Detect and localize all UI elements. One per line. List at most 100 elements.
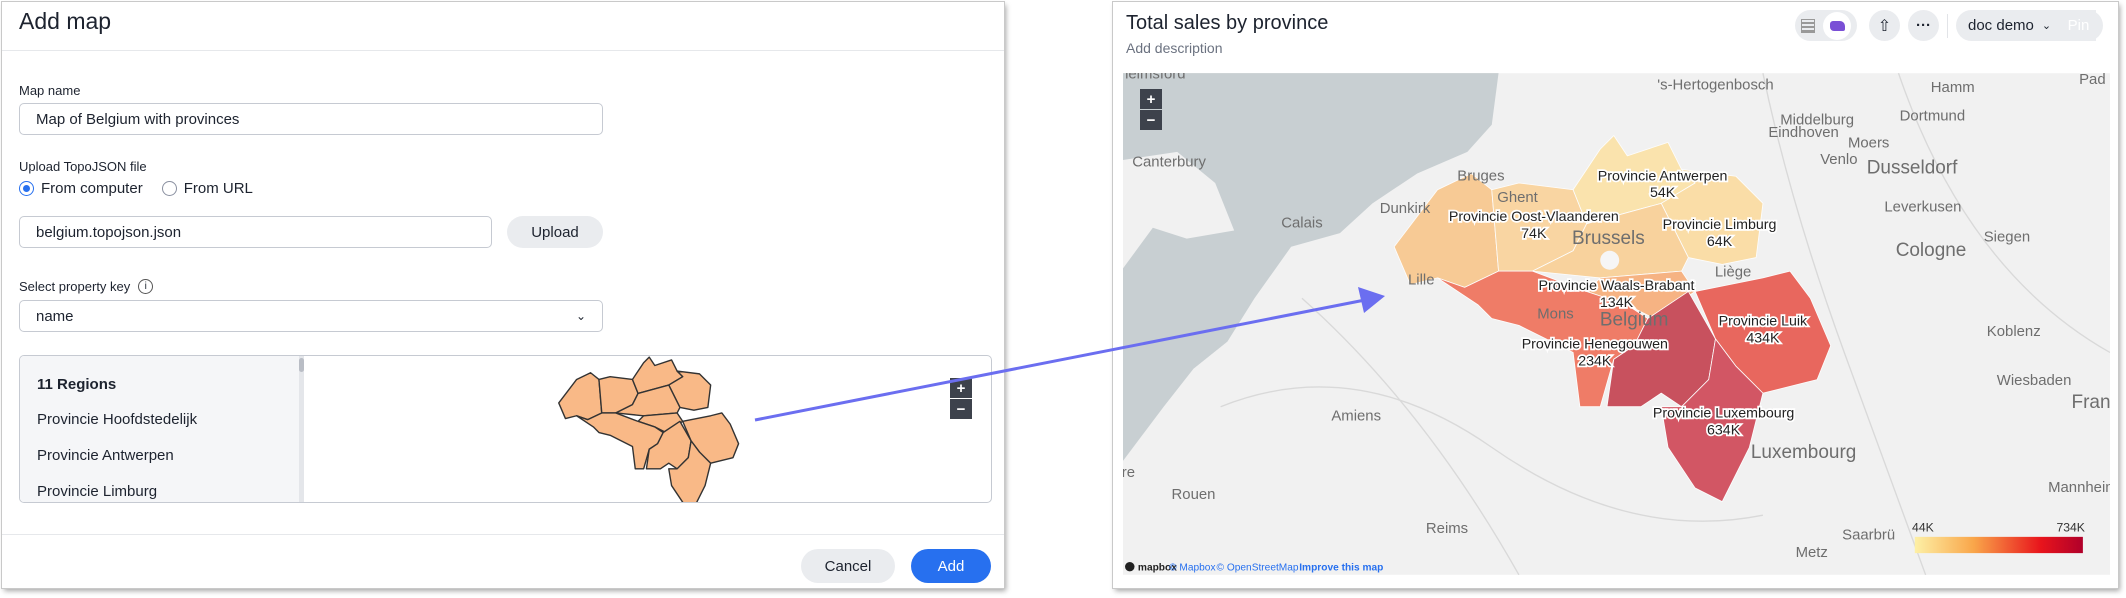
province-value-label: 64K [1707, 234, 1733, 250]
add-button[interactable]: Add [911, 549, 991, 583]
scrollbar[interactable] [299, 356, 304, 502]
preview-province-namu [645, 420, 692, 470]
map-icon[interactable] [1823, 11, 1851, 40]
city-label: helmsford [1123, 73, 1186, 83]
choropleth-map[interactable]: helmsford 's-Hertogenbosch Hamm Pad Middelbu… [1123, 73, 2110, 575]
map-zoom-out-button[interactable]: − [1140, 110, 1162, 130]
share-icon: ⇧ [1877, 17, 1892, 35]
more-button[interactable]: ··· [1908, 10, 1939, 41]
province-lux[interactable] [1660, 338, 1764, 503]
city-label: Ghent [1497, 190, 1538, 206]
mapbox-logo-icon [1125, 561, 1135, 572]
chevron-down-icon: ⌄ [2041, 20, 2052, 32]
visualization-panel: Total sales by province Add description … [1113, 2, 2118, 588]
province-value-label: 234K [1578, 353, 1612, 369]
pin-button[interactable]: Pin [2054, 10, 2103, 41]
add-description[interactable]: Add description [1126, 40, 1223, 56]
preview-map [558, 356, 740, 502]
view-toggle[interactable] [1795, 10, 1857, 41]
province-namu[interactable] [1606, 291, 1716, 408]
header-divider [2, 50, 1004, 51]
liveboard-name: doc demo [1968, 17, 2034, 34]
city-label: Fran [2072, 392, 2110, 413]
province-name-label: Provincie Waals-Brabant [1539, 278, 1695, 294]
map-name-label: Map name [19, 83, 81, 98]
info-icon[interactable]: i [138, 279, 154, 294]
province-value-label: 74K [1521, 226, 1547, 242]
legend-max: 734K [2056, 520, 2084, 534]
map-sea [1123, 73, 1499, 461]
city-label: Canterbury [1132, 155, 1206, 171]
city-label: re [1123, 465, 1135, 481]
dialog-title: Add map [19, 8, 112, 34]
cancel-button[interactable]: Cancel [801, 549, 895, 583]
preview-zoom-out-button[interactable]: − [950, 399, 972, 419]
province-name-label: Provincie Antwerpen [1598, 168, 1728, 184]
city-label: Wiesbaden [1997, 373, 2072, 389]
city-label: Moers [1848, 136, 1889, 152]
city-label: Siegen [1984, 229, 2030, 245]
preview-province-limb [668, 370, 712, 411]
city-label: Brussels [1572, 228, 1645, 249]
region-preview: 11 Regions Provincie Hoofdstedelijk Prov… [19, 355, 992, 503]
file-input[interactable]: belgium.topojson.json [19, 216, 492, 248]
city-label: 's-Hertogenbosch [1657, 77, 1773, 93]
share-button[interactable]: ⇧ [1869, 10, 1900, 41]
list-item[interactable]: Provincie Hoofdstedelijk [37, 411, 198, 428]
add-map-dialog: Add map Map name Map of Belgium with pro… [2, 2, 1004, 588]
province-name-label: Provincie Luik [1719, 313, 1808, 329]
scrollbar-thumb[interactable] [299, 358, 304, 372]
city-label: Dortmund [1900, 109, 1965, 125]
province-value-label: 54K [1650, 185, 1676, 201]
preview-zoom-in-button[interactable]: + [950, 378, 972, 398]
osm-link[interactable]: © OpenStreetMap [1217, 563, 1299, 574]
city-label: Leverkusen [1884, 199, 1961, 215]
mapbox-link[interactable]: © Mapbox [1169, 563, 1215, 574]
city-label: Bruges [1457, 168, 1504, 184]
list-item[interactable]: Provincie Antwerpen [37, 447, 174, 464]
city-label: Cologne [1896, 240, 1967, 261]
radio-from-url[interactable] [161, 181, 177, 196]
city-label: Hamm [1931, 80, 1975, 96]
legend-gradient [1914, 536, 2083, 554]
city-label: Liège [1715, 265, 1751, 281]
city-label: Dunkirk [1380, 201, 1431, 217]
province-name-label: Provincie Luxembourg [1653, 406, 1794, 422]
map-zoom-in-button[interactable]: + [1140, 89, 1162, 109]
city-label: Lille [1408, 273, 1435, 289]
city-label: Luxembourg [1751, 442, 1856, 463]
preview-province-west [558, 372, 603, 421]
chevron-down-icon: ⌄ [575, 309, 586, 323]
city-label: Reims [1426, 521, 1468, 537]
city-label: Pad [2079, 73, 2106, 88]
city-label: Mannheim [2048, 480, 2110, 496]
radio-label-from-computer: From computer [41, 180, 143, 197]
radio-from-computer[interactable] [19, 181, 34, 196]
city-label: Saarbrü [1842, 528, 1895, 544]
list-item[interactable]: Provincie Limburg [37, 483, 158, 500]
improve-map-link[interactable]: Improve this map [1299, 563, 1383, 574]
city-label: Rouen [1172, 487, 1216, 503]
city-label: Eindhoven [1768, 125, 1838, 141]
brussels-region [1600, 250, 1620, 270]
province-limb[interactable] [1660, 169, 1764, 265]
city-label: Middelburg [1780, 113, 1854, 129]
city-label: Belgium [1600, 309, 1669, 330]
city-label: Mons [1537, 307, 1573, 323]
footer-divider [2, 534, 1004, 535]
property-key-value: name [36, 307, 74, 325]
legend-min: 44K [1912, 520, 1934, 534]
property-key-select[interactable]: name ⌄ [19, 300, 603, 332]
viz-title[interactable]: Total sales by province [1126, 12, 1329, 34]
city-label: Venlo [1820, 152, 1857, 168]
upload-button[interactable]: Upload [507, 216, 603, 248]
region-list: 11 Regions Provincie Hoofdstedelijk Prov… [20, 356, 304, 502]
table-icon[interactable] [1801, 18, 1815, 33]
map-name-input[interactable]: Map of Belgium with provinces [19, 103, 603, 135]
mapbox-logo: mapbox [1138, 563, 1177, 574]
upload-label: Upload TopoJSON file [19, 159, 147, 174]
regions-count: 11 Regions [37, 376, 117, 393]
radio-label-from-url: From URL [183, 180, 253, 197]
more-icon: ··· [1916, 17, 1931, 34]
province-value-label: 634K [1707, 422, 1741, 438]
